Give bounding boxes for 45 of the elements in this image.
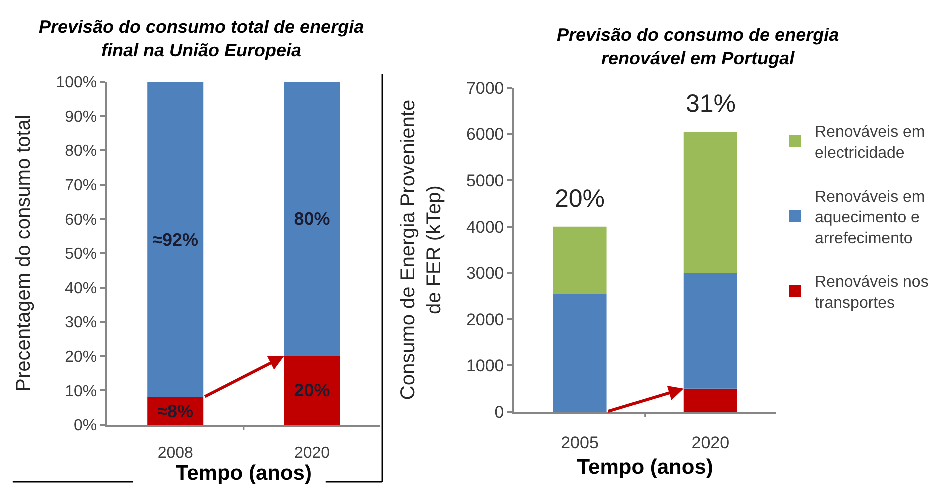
data-label: 80%: [294, 209, 330, 230]
annotation: 31%: [686, 90, 736, 118]
y-tick-label: 1000: [466, 356, 504, 376]
chart-title: Previsão do consumo total de energia final na União Europeia: [39, 17, 364, 60]
y-tick-label: 3000: [466, 264, 504, 284]
bar: [148, 82, 204, 398]
legend-label: Renováveis nos transportes: [814, 274, 929, 312]
x-axis-title: Tempo (anos): [577, 456, 714, 480]
y-tick-label: 30%: [65, 314, 98, 332]
data-label: ≈8%: [158, 401, 194, 422]
y-tick-label: 2000: [466, 310, 504, 330]
legend-label: Renováveis em aquecimento e arrefecimento: [814, 188, 926, 248]
annotation: 20%: [555, 185, 606, 213]
y-tick-label: 6000: [466, 125, 504, 144]
y-axis-title: Consumo de Energia Proveniente de FER (kTep): [397, 100, 446, 400]
x-tick-label: 2020: [294, 445, 330, 462]
bar: [684, 273, 738, 389]
bar: [553, 294, 607, 412]
y-tick-label: 5000: [466, 172, 504, 191]
y-tick-label: 100%: [56, 74, 98, 92]
y-tick-label: 40%: [65, 280, 98, 298]
x-tick-label: 2008: [158, 445, 194, 462]
bar: [553, 226, 607, 294]
bar: [684, 132, 738, 274]
y-tick-label: 90%: [65, 108, 98, 126]
y-tick-label: 80%: [65, 143, 98, 160]
data-label: ≈92%: [152, 230, 199, 250]
y-tick-label: 70%: [65, 178, 98, 194]
y-tick-label: 0%: [74, 418, 98, 435]
y-tick-label: 60%: [65, 212, 98, 229]
y-tick-label: 7000: [466, 78, 504, 98]
legend-label: Renováveis em electricidade: [814, 124, 926, 162]
y-tick-label: 10%: [65, 383, 98, 400]
x-tick-label: 2020: [692, 433, 730, 452]
data-label: 20%: [294, 380, 330, 401]
bar: [284, 82, 340, 356]
chart-title: Previsão do consumo de energia renovável em Portugal: [557, 25, 840, 68]
y-tick-label: 4000: [466, 218, 504, 237]
y-axis-title: Precentagem do consumo total: [13, 115, 36, 392]
bar: [284, 356, 340, 425]
x-axis-title: Tempo (anos): [176, 462, 312, 486]
y-tick-label: 0: [494, 402, 504, 422]
y-tick-label: 20%: [65, 349, 98, 366]
y-tick-label: 50%: [65, 246, 98, 264]
x-tick-label: 2005: [561, 433, 599, 452]
